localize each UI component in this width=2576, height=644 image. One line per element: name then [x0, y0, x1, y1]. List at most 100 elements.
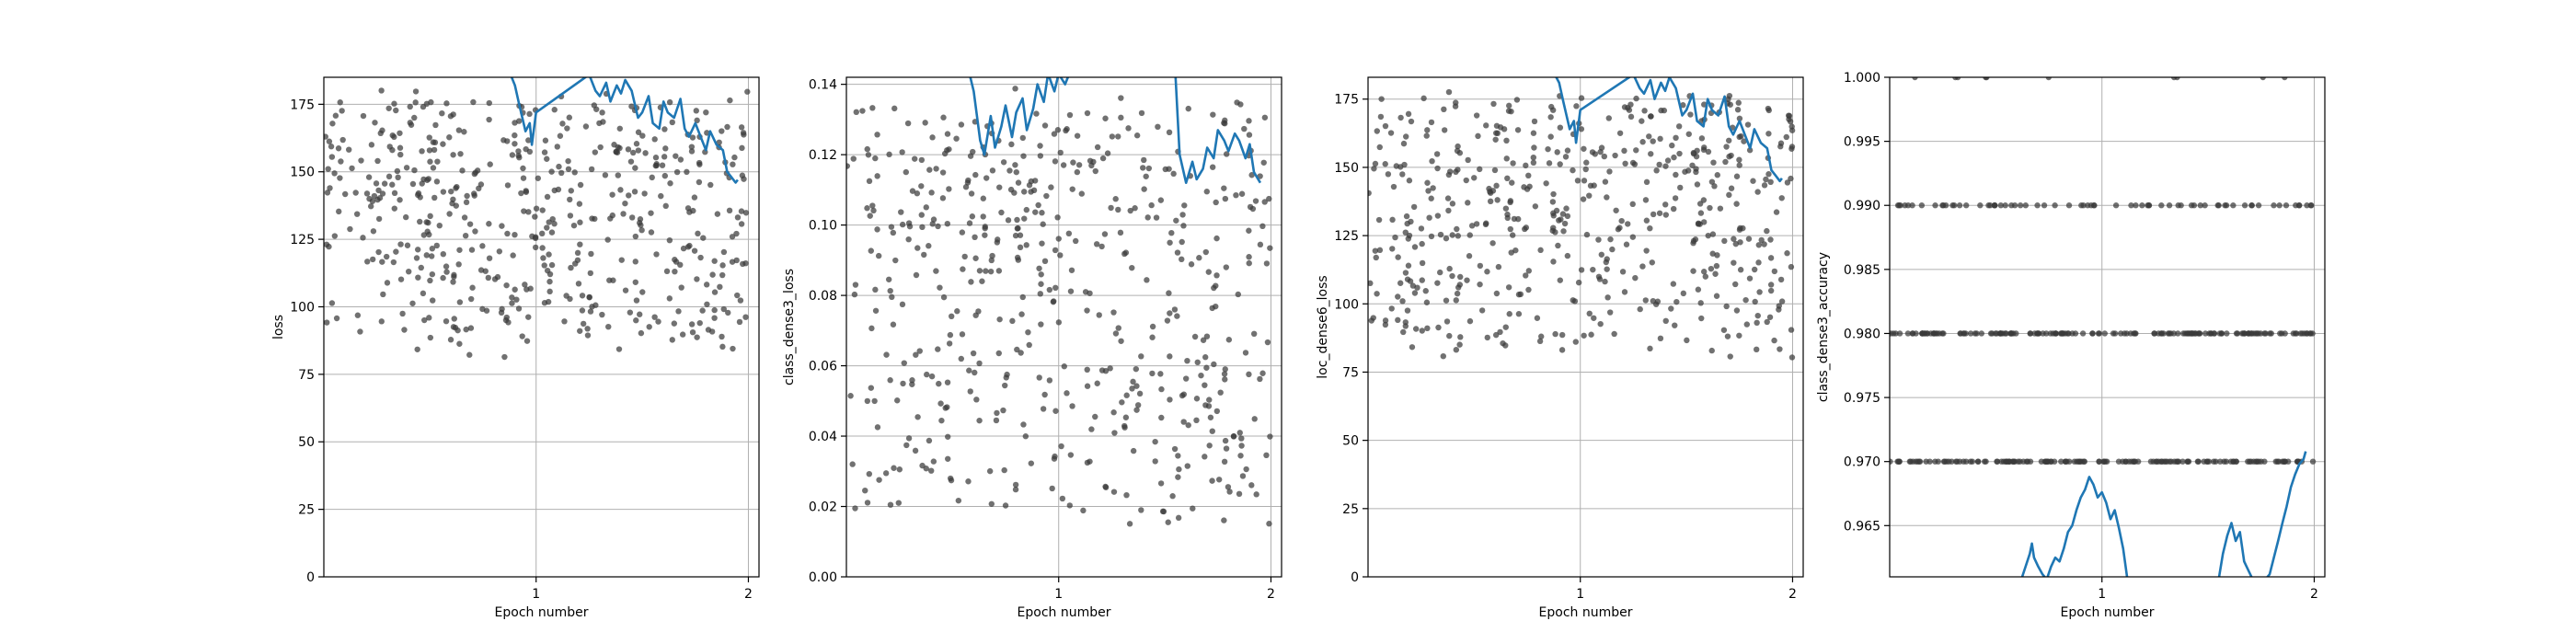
scatter-point [1956, 202, 1963, 209]
scatter-point [1509, 179, 1515, 186]
scatter-point [1012, 486, 1019, 493]
scatter-point [577, 241, 583, 247]
scatter-point [930, 458, 937, 465]
scatter-point [2186, 330, 2192, 337]
scatter-point [1410, 203, 1418, 211]
scatter-point [2246, 458, 2253, 465]
scatter-point [1377, 113, 1385, 121]
scatter-point [1466, 232, 1473, 238]
scatter-point [1581, 178, 1588, 184]
scatter-point [1932, 202, 1938, 209]
scatter-point [1734, 107, 1742, 113]
scatter-point [414, 191, 421, 199]
scatter-point [427, 277, 433, 284]
scatter-point [1243, 466, 1249, 473]
scatter-point [567, 196, 573, 203]
scatter-point [1166, 129, 1173, 136]
scatter-point [1500, 339, 1506, 347]
scatter-point [1622, 160, 1628, 167]
scatter-point [2223, 202, 2230, 209]
scatter-point [1037, 291, 1044, 297]
scatter-point [1731, 259, 1737, 266]
scatter-point [2283, 202, 2290, 209]
scatter-point [1643, 178, 1650, 186]
scatter-point [1098, 243, 1105, 250]
scatter-point [546, 270, 554, 278]
scatter-point [1514, 127, 1522, 133]
scatter-point [1453, 297, 1459, 304]
scatter-point [868, 385, 875, 391]
scatter-point [1505, 284, 1512, 291]
scatter-point [1246, 371, 1252, 378]
scatter-point [719, 262, 726, 269]
scatter-point [1096, 312, 1102, 318]
scatter-point [1241, 125, 1248, 132]
scatter-point [972, 369, 978, 376]
scatter-point [561, 318, 568, 325]
scatter-point [1213, 272, 1220, 279]
scatter-point [720, 248, 728, 256]
scatter-point [1602, 178, 1609, 185]
scatter-point [648, 210, 654, 216]
scatter-point [1612, 152, 1618, 159]
scatter-point [1166, 290, 1172, 296]
scatter-point [1578, 126, 1585, 132]
scatter-point [2101, 330, 2108, 337]
scatter-point [1246, 254, 1252, 260]
scatter-point [2248, 202, 2255, 209]
scatter-point [1428, 119, 1435, 126]
scatter-point [1557, 124, 1564, 131]
scatter-point [1437, 269, 1443, 276]
scatter-point [2241, 202, 2248, 209]
scatter-point [1136, 390, 1144, 397]
scatter-point [620, 211, 627, 217]
scatter-point [1936, 330, 1943, 337]
scatter-point [1130, 447, 1137, 454]
scatter-point [1115, 206, 1121, 213]
scatter-point [1761, 241, 1767, 247]
scatter-point [740, 260, 746, 268]
scatter-point [618, 257, 625, 263]
scatter-point [429, 246, 436, 252]
scatter-point [1991, 202, 1998, 209]
y-tick-label: 0 [1351, 570, 1359, 585]
scatter-point [539, 207, 546, 213]
scatter-point [1685, 131, 1692, 137]
scatter-point [924, 371, 930, 378]
scatter-point [1523, 224, 1530, 231]
scatter-point [1036, 374, 1042, 381]
scatter-point [1627, 113, 1635, 121]
scatter-point [1657, 135, 1663, 143]
scatter-point [1632, 274, 1639, 282]
scatter-point [726, 207, 733, 214]
scatter-point [1115, 133, 1121, 140]
scatter-point [1721, 237, 1728, 245]
scatter-point [1117, 229, 1124, 236]
scatter-point [714, 211, 721, 217]
scatter-point [1144, 214, 1151, 221]
scatter-point [546, 288, 553, 295]
scatter-point [1710, 159, 1717, 166]
scatter-point [1754, 312, 1761, 319]
scatter-point [914, 190, 921, 197]
scatter-point [369, 198, 376, 204]
scatter-point [2145, 202, 2153, 209]
scatter-point [1107, 365, 1113, 372]
scatter-point [1110, 309, 1117, 316]
scatter-point [628, 103, 635, 109]
scatter-point [1037, 143, 1043, 149]
scatter-point [425, 219, 431, 226]
scatter-point [1673, 298, 1680, 305]
scatter-point [1115, 325, 1121, 331]
scatter-point [1084, 383, 1091, 389]
scatter-point [1492, 331, 1500, 339]
scatter-point [2096, 330, 2103, 337]
scatter-point [744, 88, 751, 95]
scatter-point [1449, 272, 1455, 280]
scatter-point [666, 98, 673, 106]
scatter-point [327, 185, 333, 191]
scatter-point [1129, 264, 1135, 271]
scatter-point [661, 172, 669, 179]
scatter-point [1788, 327, 1795, 333]
scatter-point [324, 241, 330, 247]
